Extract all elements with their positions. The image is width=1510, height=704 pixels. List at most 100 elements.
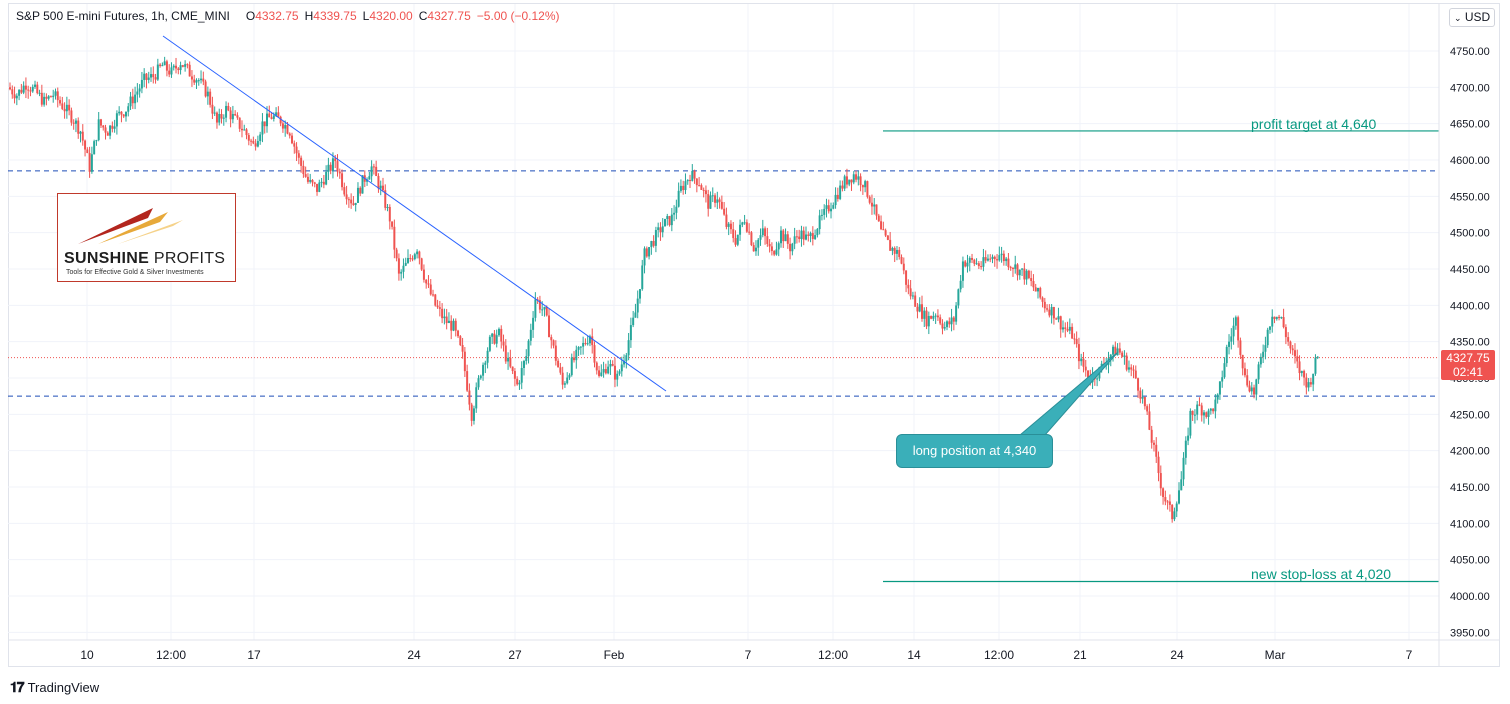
candle-body bbox=[966, 262, 969, 267]
candle-body bbox=[459, 336, 462, 346]
candle-body bbox=[168, 70, 171, 75]
candle-body bbox=[1205, 412, 1208, 417]
last-price-value: 4327.75 bbox=[1446, 351, 1490, 365]
candle-body bbox=[1005, 258, 1008, 262]
candle-body bbox=[1121, 352, 1124, 357]
candle-body bbox=[993, 256, 996, 260]
candle-body bbox=[422, 269, 425, 280]
candle-body bbox=[616, 373, 619, 380]
candle-body bbox=[554, 345, 557, 361]
candle-body bbox=[984, 257, 987, 261]
candle-body bbox=[1291, 348, 1294, 351]
candle-body bbox=[77, 120, 80, 134]
candle-body bbox=[916, 306, 919, 312]
candle-body bbox=[1298, 361, 1301, 374]
candle-body bbox=[793, 236, 796, 244]
candle-body bbox=[684, 181, 687, 191]
candle-body bbox=[645, 248, 648, 257]
candle-body bbox=[686, 179, 689, 182]
candle-body bbox=[870, 202, 873, 207]
candle-body bbox=[1125, 355, 1128, 370]
candle-body bbox=[352, 203, 355, 205]
price-tick-label: 3950.00 bbox=[1450, 627, 1490, 639]
candle-body bbox=[836, 194, 839, 199]
candle-body bbox=[670, 214, 673, 226]
candle-body bbox=[1180, 479, 1183, 491]
candle-body bbox=[488, 336, 491, 351]
candle-body bbox=[418, 251, 421, 259]
candle-body bbox=[1200, 405, 1203, 416]
candle-body bbox=[131, 96, 134, 104]
candle-body bbox=[886, 235, 889, 240]
candle-body bbox=[445, 316, 448, 324]
candle-body bbox=[1139, 390, 1142, 399]
candle-body bbox=[1223, 363, 1226, 378]
candle-body bbox=[93, 141, 96, 155]
price-tick-label: 4450.00 bbox=[1450, 264, 1490, 276]
candle-body bbox=[179, 65, 182, 71]
candle-body bbox=[830, 208, 833, 212]
candle-body bbox=[561, 372, 564, 385]
candle-body bbox=[152, 74, 155, 78]
candle-body bbox=[136, 91, 139, 95]
candle-body bbox=[563, 383, 566, 385]
candle-body bbox=[679, 185, 682, 191]
candle-body bbox=[470, 404, 473, 421]
candle-body bbox=[1155, 444, 1158, 457]
candle-body bbox=[1171, 504, 1174, 520]
candle-body bbox=[973, 259, 976, 264]
footer-attribution[interactable]: 𝟏𝟕 TradingView bbox=[10, 679, 99, 696]
bar-countdown: 02:41 bbox=[1452, 365, 1484, 379]
candle-body bbox=[861, 185, 864, 188]
candle-body bbox=[818, 215, 821, 230]
candle-body bbox=[218, 113, 221, 123]
candle-body bbox=[329, 164, 332, 171]
candle-body bbox=[56, 91, 59, 101]
close-value: 4327.75 bbox=[427, 9, 471, 23]
candle-body bbox=[643, 248, 646, 266]
long-position-callout[interactable]: long position at 4,340 bbox=[896, 434, 1053, 468]
candle-body bbox=[1282, 317, 1285, 328]
chart-frame bbox=[8, 3, 1500, 667]
candle-body bbox=[609, 364, 612, 367]
candle-body bbox=[281, 123, 284, 129]
candle-body bbox=[707, 194, 710, 209]
candle-body bbox=[943, 327, 946, 329]
price-tick-label: 4500.00 bbox=[1450, 228, 1490, 240]
symbol-name[interactable]: S&P 500 E-mini Futures, 1h, CME_MINI bbox=[16, 9, 230, 23]
candle-body bbox=[156, 64, 159, 80]
candle-body bbox=[784, 234, 787, 242]
swoosh-icon bbox=[78, 208, 183, 244]
candle-body bbox=[627, 340, 630, 356]
candle-body bbox=[409, 257, 412, 259]
candle-body bbox=[407, 257, 410, 263]
candle-body bbox=[43, 96, 46, 105]
candle-body bbox=[34, 84, 37, 87]
candle-body bbox=[284, 125, 287, 129]
footer-text: TradingView bbox=[27, 680, 100, 695]
candle-body bbox=[375, 166, 378, 176]
candle-body bbox=[868, 196, 871, 203]
symbol-legend[interactable]: S&P 500 E-mini Futures, 1h, CME_MINI O 43… bbox=[16, 9, 560, 23]
candle-body bbox=[529, 329, 532, 341]
candle-body bbox=[545, 306, 548, 316]
candle-body bbox=[129, 96, 132, 107]
candle-body bbox=[252, 140, 255, 144]
candle-body bbox=[1209, 408, 1212, 411]
candle-body bbox=[891, 247, 894, 251]
candle-body bbox=[400, 271, 403, 274]
candle-body bbox=[700, 185, 703, 190]
currency-selector[interactable]: ⌄ USD bbox=[1449, 8, 1496, 27]
candle-body bbox=[1303, 370, 1306, 378]
candle-body bbox=[1266, 329, 1269, 346]
candle-body bbox=[936, 315, 939, 318]
price-tick-label: 4050.00 bbox=[1450, 555, 1490, 567]
candle-body bbox=[911, 295, 914, 297]
candle-body bbox=[206, 91, 209, 97]
candle-body bbox=[1027, 270, 1030, 279]
candle-body bbox=[54, 91, 57, 96]
candle-body bbox=[184, 64, 187, 67]
candle-body bbox=[227, 105, 230, 111]
candle-body bbox=[1043, 301, 1046, 309]
